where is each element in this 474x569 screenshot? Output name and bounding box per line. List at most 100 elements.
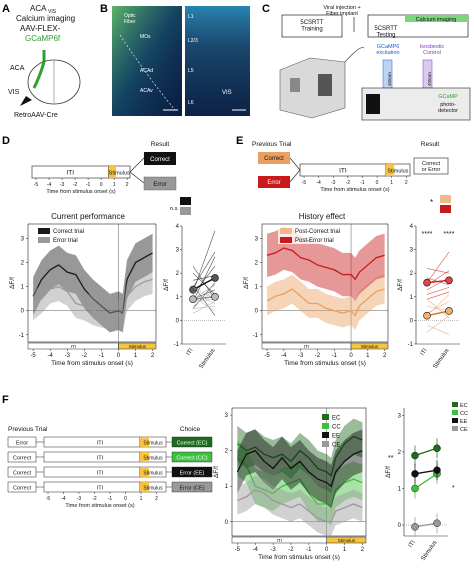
b-acad: ACAd [140, 68, 153, 74]
e-correct: Correct [264, 156, 284, 162]
d-side-mean-dot-0-1 [211, 274, 219, 282]
e-side-xlabel-0: ITI [420, 347, 429, 356]
f-bar-iti-label: ITI [277, 538, 282, 543]
e-side-ylabel: ΔF/f [397, 279, 404, 291]
f-side-ytick-label: 0 [398, 523, 402, 529]
e-plot-title: History effect [299, 212, 346, 221]
f-rows: Error ITI Stimulus Correct (EC) Correct ITI St… [7, 436, 213, 509]
f-xtick-label: 0 [325, 547, 329, 553]
f-legend-label-3: CE [332, 443, 340, 449]
d-result: Result [151, 141, 170, 148]
f-side-dot-2-0 [411, 470, 419, 478]
f-tick-label: -2 [92, 496, 97, 502]
f-row-iti-box-2 [43, 466, 141, 478]
b-vis: VIS [222, 90, 232, 96]
d-side-xlabel-1: Stimulus [199, 348, 217, 370]
f-row-iti-box-0 [43, 436, 141, 448]
f-row-iti-1: ITI [97, 456, 104, 462]
f-row-choice-box-3 [171, 481, 213, 493]
f-side-legend-label-3: CE [460, 427, 468, 433]
f-xtick-label: -3 [270, 547, 276, 553]
f-line-0 [236, 435, 363, 477]
f-ytick-label: 1 [225, 484, 229, 490]
d-line-0 [32, 252, 153, 315]
c-calcium-bar [405, 15, 468, 22]
f-ytick-label: 3 [225, 413, 229, 419]
f-row-choice-box-0 [171, 436, 213, 448]
e-band-1 [267, 226, 385, 302]
d-correct-box [144, 152, 176, 165]
e-arrow-result [289, 169, 301, 183]
d-side-pair-0-6 [192, 282, 216, 309]
c-465: 465nm [387, 72, 392, 86]
c-box-mouse [318, 74, 332, 96]
d-arrow-error [129, 171, 145, 184]
d-line-1 [32, 278, 153, 319]
f-side-dot-0-0 [411, 451, 419, 460]
c-photodetector: photo-detector [438, 102, 458, 114]
e-side-stars-1: **** [444, 231, 455, 238]
d-timeline: ITI Stimulus -5 -4 -3 -2 -1 0 1 2 Time from stimul… [31, 157, 145, 195]
f-row-prev-1: Correct [13, 456, 32, 462]
e-side-mean-dot-0-0 [423, 278, 431, 287]
b-fiber: Fiber [124, 19, 136, 25]
d-legend-label-0: Correct trial [53, 229, 84, 235]
d-side-pair-1-7 [192, 305, 216, 309]
f-side-legend-label-0: EC [460, 403, 468, 409]
d-bar-iti-label: ITI [71, 344, 76, 349]
e-xtick-label: 2 [383, 353, 387, 359]
d-side-mean-dot-1-1 [211, 292, 219, 301]
panel-letter-e: E [236, 135, 243, 147]
f-side-mean-line-1 [414, 473, 438, 489]
d-timeline-tick-label: 0 [100, 182, 103, 188]
f-row-stim-fill-1 [140, 452, 149, 462]
c-iso-ctrl: Isosbestic Control [420, 44, 445, 56]
d-side-pair-0-8 [192, 251, 216, 288]
f-ytick-label: 2 [225, 449, 229, 455]
e-xtick-label: -1 [332, 353, 338, 359]
b-boundary [119, 34, 176, 111]
f-row-stim-3: Stimulus [143, 486, 163, 492]
e-legend-label-1: Post-Error trial [295, 238, 334, 244]
f-legend-label-2: EE [332, 434, 340, 440]
e-side-stars-0: **** [422, 231, 433, 238]
d-error: Error [153, 182, 166, 188]
d-side-mean-line-0 [192, 277, 216, 291]
c-training-box [281, 14, 343, 38]
e-result-box [413, 157, 449, 175]
e-error: Error [267, 180, 280, 186]
b-optic: Optic [124, 13, 136, 19]
d-frame [27, 223, 157, 343]
d-side-ytick-label: 0 [176, 318, 180, 324]
d-side-pair-1-0 [192, 298, 216, 302]
f-row-prev-2: Correct [13, 471, 32, 477]
c-testing: 5CSRTT Testing [374, 26, 398, 39]
d-ytick-label: -1 [19, 333, 25, 339]
e-side-pair-1-0 [426, 294, 450, 316]
b-mos: MOs [140, 34, 151, 40]
e-timeline-tick-label: 1 [390, 180, 393, 186]
e-prev: Previous Trial [252, 141, 292, 148]
d-side-ytick-label: 1 [176, 295, 180, 301]
e-error-box [258, 176, 290, 188]
d-side-ylabel: ΔF/f [163, 279, 170, 291]
d-timeline-stim-label: Stimulus [109, 171, 130, 177]
d-ytick-label: 2 [21, 261, 25, 267]
f-legend-swatch-2 [322, 432, 329, 438]
d-bar-stim-label: Stimulus [129, 344, 147, 349]
e-timeline-iti-label: ITI [339, 168, 347, 175]
e-side-pair-1-3 [426, 324, 450, 335]
f-row-stim-0: Stimulus [143, 441, 163, 447]
d-side-ytick-label: -1 [174, 342, 180, 348]
c-operant-box [279, 57, 346, 119]
d-timeline-axis-title: Time from stimulus onset (s) [46, 189, 115, 195]
panel-a: A ACA VIS Calcium imaging AAV-FLEX- GCaM… [2, 3, 81, 119]
a-projection [32, 61, 46, 89]
e-arrow-correct [289, 157, 301, 171]
d-band-0 [33, 233, 153, 333]
c-training: 5CSRTT Training [300, 20, 324, 33]
d-xtick-label: -5 [30, 353, 36, 359]
e-timeline-stim-label: Stimulus [387, 169, 408, 175]
e-ytick-label: -1 [253, 333, 259, 339]
f-side-ytick-label: 3 [398, 413, 402, 419]
